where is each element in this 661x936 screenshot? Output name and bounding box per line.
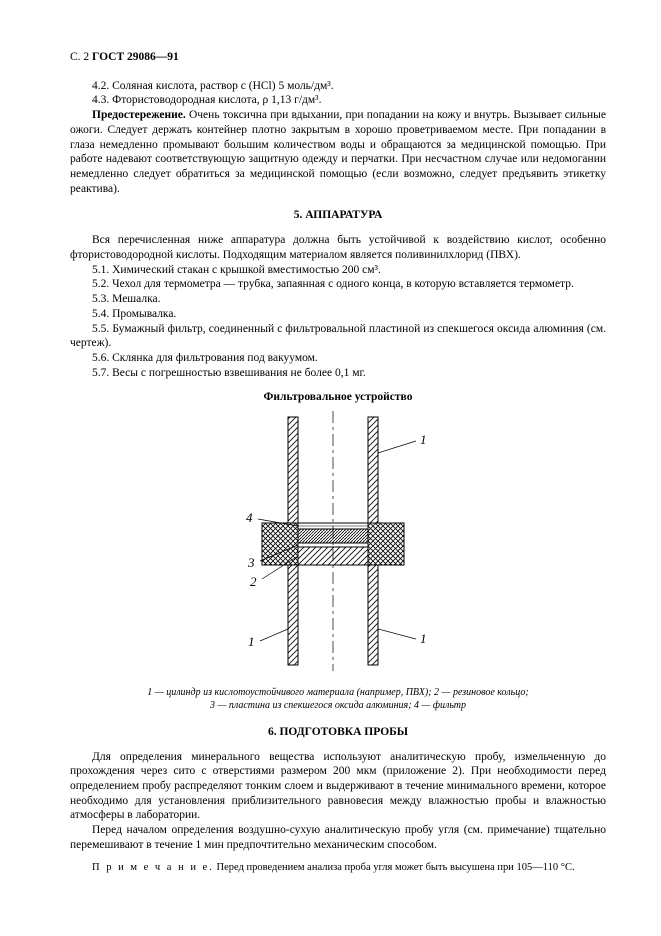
note-text: Перед проведением анализа проба угля мож… [214,862,575,873]
filter-device-svg: 1 4 3 2 1 1 [218,411,458,671]
fig-label-2: 2 [250,574,257,589]
figure-legend: 1 — цилиндр из кислотоустойчивого матери… [70,686,606,713]
section-5-title: 5. АППАРАТУРА [70,208,606,223]
doc-code: ГОСТ 29086—91 [92,51,179,63]
fig-label-3: 3 [247,555,255,570]
figure-caption: Фильтровальное устройство [70,390,606,405]
sec6-note: П р и м е ч а н и е. Перед проведением а… [70,861,606,874]
page-header: С. 2 ГОСТ 29086—91 [70,50,606,65]
para-5-7: 5.7. Весы с погрешностью взвешивания не … [70,366,606,381]
para-5-6: 5.6. Склянка для фильтрования под вакуум… [70,351,606,366]
figure-diagram: 1 4 3 2 1 1 [70,411,606,676]
para-5-4: 5.4. Промывалка. [70,307,606,322]
para-4-2: 4.2. Соляная кислота, раствор с (HCl) 5 … [70,79,606,94]
warning-paragraph: Предостережение. Очень токсична при вдых… [70,108,606,196]
section-6-title: 6. ПОДГОТОВКА ПРОБЫ [70,725,606,740]
sec6-p1: Для определения минерального вещества ис… [70,750,606,824]
fig-label-1c: 1 [420,631,427,646]
para-5-3: 5.3. Мешалка. [70,292,606,307]
para-5-5: 5.5. Бумажный фильтр, соединенный с филь… [70,322,606,351]
warning-text: Очень токсична при вдыхании, при попадан… [70,109,606,195]
note-label: П р и м е ч а н и е. [92,862,214,873]
fig-label-1a: 1 [420,432,427,447]
para-5-1: 5.1. Химический стакан с крышкой вместим… [70,263,606,278]
fig-label-1b: 1 [248,634,255,649]
legend-line-2: 3 — пластина из спекшегося оксида алюмин… [210,700,466,711]
fig-label-4: 4 [246,510,253,525]
document-page: С. 2 ГОСТ 29086—91 4.2. Соляная кислота,… [0,0,661,936]
warning-label: Предостережение. [92,109,186,121]
sec5-intro: Вся перечисленная ниже аппаратура должна… [70,233,606,262]
para-4-3: 4.3. Фтористоводородная кислота, ρ 1,13 … [70,93,606,108]
sec6-p2: Перед началом определения воздушно-сухую… [70,823,606,852]
legend-line-1: 1 — цилиндр из кислотоустойчивого матери… [147,687,528,698]
para-5-2: 5.2. Чехол для термометра — трубка, запа… [70,277,606,292]
page-number: С. 2 [70,51,89,63]
